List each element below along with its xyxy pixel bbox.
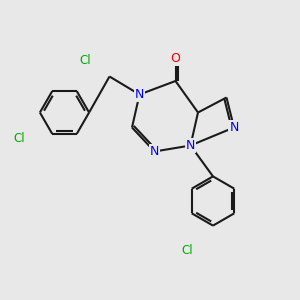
Text: N: N (186, 139, 195, 152)
Text: N: N (229, 121, 239, 134)
Text: N: N (135, 88, 144, 101)
Text: Cl: Cl (182, 244, 193, 257)
Text: Cl: Cl (80, 53, 91, 67)
Text: O: O (171, 52, 180, 65)
Text: Cl: Cl (14, 131, 25, 145)
Text: N: N (150, 145, 159, 158)
